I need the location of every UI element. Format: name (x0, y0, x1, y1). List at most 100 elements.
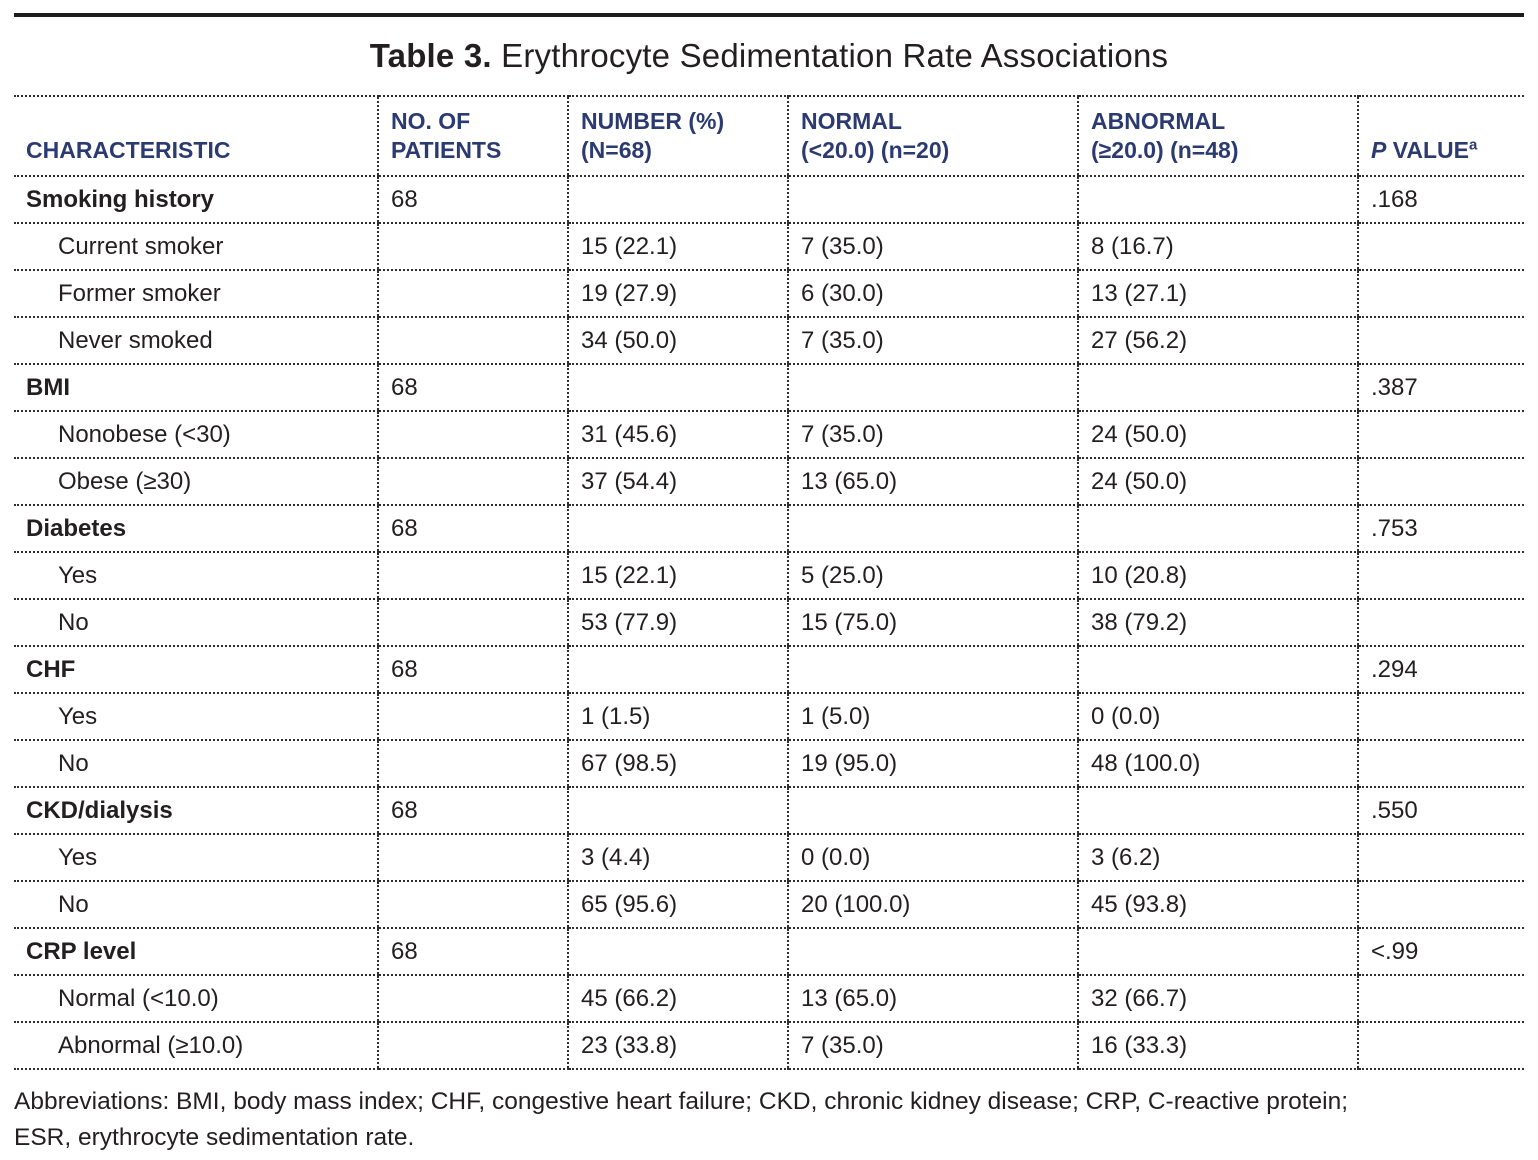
cell-normal: 7 (35.0) (787, 411, 1078, 459)
cell-characteristic: Obese (≥30) (14, 458, 378, 506)
cell-normal: 13 (65.0) (787, 975, 1078, 1023)
cell-normal: 6 (30.0) (787, 270, 1078, 318)
cell-p-value (1357, 317, 1524, 365)
cell-number: 31 (45.6) (567, 411, 788, 459)
col-header-p-value-p: P (1371, 137, 1387, 163)
cell-normal: 5 (25.0) (787, 552, 1078, 600)
cell-characteristic: CRP level (14, 928, 378, 976)
cell-p-value: .168 (1357, 176, 1524, 224)
cell-abnormal: 32 (66.7) (1077, 975, 1358, 1023)
cell-p-value (1357, 458, 1524, 506)
cell-characteristic: No (14, 881, 378, 929)
cell-abnormal: 16 (33.3) (1077, 1022, 1358, 1070)
cell-p-value (1357, 834, 1524, 882)
cell-number (567, 364, 788, 412)
table-row: No 65 (95.6) 20 (100.0) 45 (93.8) (14, 881, 1524, 929)
cell-number: 37 (54.4) (567, 458, 788, 506)
cell-characteristic: Yes (14, 834, 378, 882)
cell-no-of-patients: 68 (377, 505, 568, 553)
table-body: Smoking history 68 .168 Current smoker 1… (14, 176, 1524, 1070)
cell-characteristic: No (14, 599, 378, 647)
cell-normal (787, 787, 1078, 835)
cell-no-of-patients (377, 1022, 568, 1070)
table-row: No 67 (98.5) 19 (95.0) 48 (100.0) (14, 740, 1524, 788)
col-header-characteristic-label: CHARACTERISTIC (26, 137, 231, 163)
cell-no-of-patients (377, 740, 568, 788)
cell-number: 67 (98.5) (567, 740, 788, 788)
cell-p-value: .753 (1357, 505, 1524, 553)
cell-no-of-patients: 68 (377, 928, 568, 976)
table-row: Former smoker 19 (27.9) 6 (30.0) 13 (27.… (14, 270, 1524, 318)
table-title-text: Erythrocyte Sedimentation Rate Associati… (491, 37, 1169, 74)
cell-normal (787, 646, 1078, 694)
cell-no-of-patients: 68 (377, 176, 568, 224)
cell-normal: 15 (75.0) (787, 599, 1078, 647)
table-row: Nonobese (<30) 31 (45.6) 7 (35.0) 24 (50… (14, 411, 1524, 459)
table-row: Diabetes 68 .753 (14, 505, 1524, 553)
cell-no-of-patients (377, 270, 568, 318)
col-header-number: NUMBER (%) (N=68) (567, 95, 788, 177)
cell-characteristic: Abnormal (≥10.0) (14, 1022, 378, 1070)
cell-abnormal (1077, 505, 1358, 553)
cell-number: 3 (4.4) (567, 834, 788, 882)
cell-abnormal (1077, 787, 1358, 835)
cell-number (567, 176, 788, 224)
cell-abnormal: 24 (50.0) (1077, 411, 1358, 459)
cell-normal: 7 (35.0) (787, 317, 1078, 365)
cell-abnormal: 8 (16.7) (1077, 223, 1358, 271)
cell-characteristic: Current smoker (14, 223, 378, 271)
cell-characteristic: Never smoked (14, 317, 378, 365)
cell-number: 15 (22.1) (567, 223, 788, 271)
cell-normal: 0 (0.0) (787, 834, 1078, 882)
cell-normal (787, 364, 1078, 412)
abbreviations-note: Abbreviations: BMI, body mass index; CHF… (14, 1084, 1524, 1156)
cell-number: 65 (95.6) (567, 881, 788, 929)
cell-normal (787, 176, 1078, 224)
cell-number (567, 505, 788, 553)
cell-characteristic: Nonobese (<30) (14, 411, 378, 459)
cell-p-value (1357, 740, 1524, 788)
cell-p-value: <.99 (1357, 928, 1524, 976)
cell-no-of-patients: 68 (377, 646, 568, 694)
col-header-characteristic: CHARACTERISTIC (14, 95, 378, 177)
cell-abnormal: 45 (93.8) (1077, 881, 1358, 929)
cell-no-of-patients: 68 (377, 364, 568, 412)
cell-characteristic: Yes (14, 693, 378, 741)
cell-abnormal (1077, 364, 1358, 412)
cell-no-of-patients (377, 693, 568, 741)
cell-no-of-patients (377, 223, 568, 271)
table-row: Smoking history 68 .168 (14, 176, 1524, 224)
cell-no-of-patients: 68 (377, 787, 568, 835)
col-header-normal: NORMAL (<20.0) (n=20) (787, 95, 1078, 177)
cell-p-value (1357, 599, 1524, 647)
cell-abnormal: 0 (0.0) (1077, 693, 1358, 741)
cell-normal: 13 (65.0) (787, 458, 1078, 506)
table-row: Never smoked 34 (50.0) 7 (35.0) 27 (56.2… (14, 317, 1524, 365)
cell-normal: 20 (100.0) (787, 881, 1078, 929)
col-header-number-line1: NUMBER (%) (581, 108, 725, 134)
col-header-abnormal-line1: ABNORMAL (1091, 108, 1226, 134)
col-header-p-value-footnote-marker: a (1468, 136, 1478, 154)
cell-number: 15 (22.1) (567, 552, 788, 600)
cell-number: 53 (77.9) (567, 599, 788, 647)
cell-p-value (1357, 975, 1524, 1023)
cell-p-value (1357, 223, 1524, 271)
esr-associations-table: CHARACTERISTIC NO. OF PATIENTS NUMBER (%… (14, 95, 1524, 1070)
cell-p-value (1357, 270, 1524, 318)
cell-no-of-patients (377, 834, 568, 882)
col-header-no-of-patients: NO. OF PATIENTS (377, 95, 568, 177)
cell-no-of-patients (377, 458, 568, 506)
cell-no-of-patients (377, 552, 568, 600)
cell-abnormal (1077, 928, 1358, 976)
cell-normal (787, 928, 1078, 976)
cell-p-value: .387 (1357, 364, 1524, 412)
table-row: Yes 3 (4.4) 0 (0.0) 3 (6.2) (14, 834, 1524, 882)
cell-number: 45 (66.2) (567, 975, 788, 1023)
abbreviations-line2: ESR, erythrocyte sedimentation rate. (14, 1124, 415, 1151)
cell-characteristic: No (14, 740, 378, 788)
cell-characteristic: CKD/dialysis (14, 787, 378, 835)
top-rule (14, 13, 1524, 17)
cell-normal (787, 505, 1078, 553)
table-footer: Abbreviations: BMI, body mass index; CHF… (14, 1084, 1524, 1160)
table-row: Abnormal (≥10.0) 23 (33.8) 7 (35.0) 16 (… (14, 1022, 1524, 1070)
